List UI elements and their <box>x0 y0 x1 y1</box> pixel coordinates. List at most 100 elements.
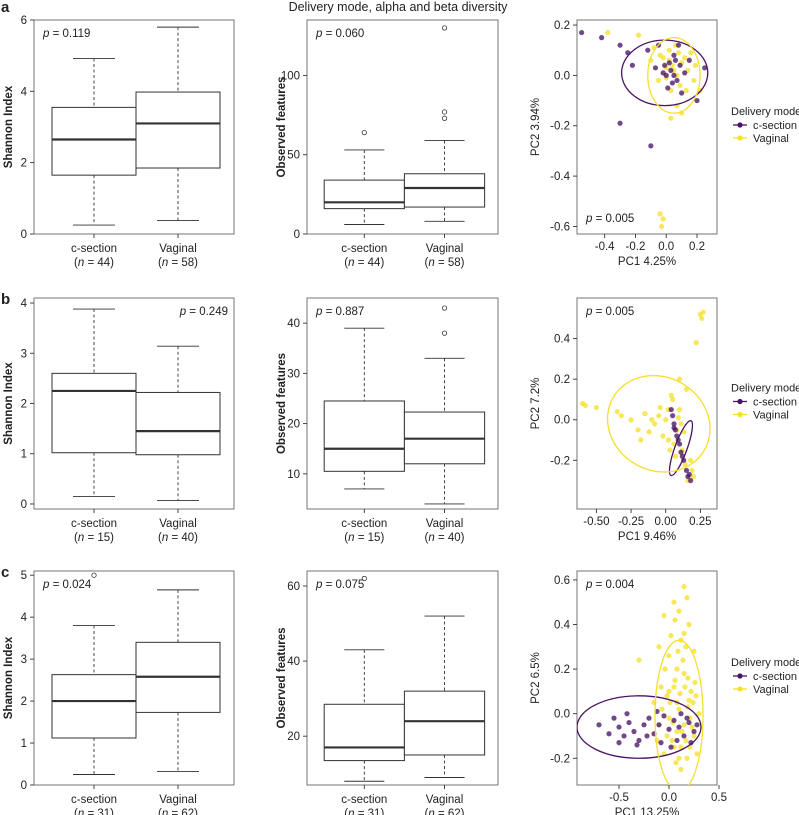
c-pcoa-point-vaginal <box>671 599 677 605</box>
panel-label-c: c <box>1 564 9 581</box>
a-pcoa-frame <box>576 19 718 235</box>
b-shannon-ytick-label: 1 <box>21 449 27 461</box>
c-shannon-box-c-section <box>51 674 137 739</box>
a-pcoa-chart: -0.6 -0.4 -0.2 0.0 0.2 -0.4 -0.2 0.0 0.2 PC1 4.25… <box>530 19 799 268</box>
b-pcoa-point-vaginal <box>690 473 697 480</box>
a-pcoa-ytick-label: -0.6 <box>550 221 570 233</box>
c-shannon-p-value: p = 0.024 <box>42 579 92 591</box>
b-shannon-box-vaginal <box>135 391 221 456</box>
a-shannon-p-value: p = 0.119 <box>42 28 90 40</box>
c-observed-frame <box>306 570 499 786</box>
c-shannon-n-label: (n = 62) <box>158 808 198 815</box>
a-pcoa-point-vaginal <box>666 47 672 53</box>
c-pcoa-point-c-section <box>624 711 630 717</box>
c-pcoa-point-vaginal <box>658 684 664 690</box>
a-pcoa-point-c-section <box>617 42 623 48</box>
c-pcoa-point-c-section <box>678 711 684 717</box>
c-pcoa-point-vaginal <box>662 666 668 672</box>
c-pcoa-point-c-section <box>621 733 627 739</box>
charts: 0 2 4 6 Shannon Index c-section (n = 44) Vagina… <box>3 15 799 815</box>
c-pcoa-ytick-label: 0.2 <box>554 664 570 676</box>
b-pcoa-point-c-section <box>688 477 694 484</box>
b-pcoa-point-vaginal <box>652 421 658 427</box>
a-observed-ytick-label: 100 <box>281 70 300 82</box>
c-pcoa-point-vaginal <box>664 733 670 739</box>
a-pcoa-legend-title: Delivery mode <box>731 106 799 118</box>
b-pcoa-point-vaginal <box>657 404 663 411</box>
c-pcoa-point-c-section <box>686 719 692 726</box>
c-pcoa-frame <box>576 570 718 786</box>
c-pcoa-point-c-section <box>634 742 640 748</box>
panel-label-b: b <box>1 291 10 308</box>
c-pcoa-xtick-label: 0.5 <box>711 792 727 804</box>
b-pcoa-point-vaginal <box>635 427 641 433</box>
a-pcoa-point-c-section <box>629 62 635 68</box>
c-shannon-ylabel: Shannon Index <box>3 636 15 719</box>
a-shannon-chart: 0 2 4 6 Shannon Index c-section (n = 44) Vagina… <box>3 15 235 269</box>
b-pcoa-point-vaginal <box>678 421 684 427</box>
b-observed-xtick-label: c-section <box>341 518 387 530</box>
a-pcoa-ylabel: PC2 3.94% <box>530 98 542 156</box>
c-pcoa-point-vaginal <box>666 688 672 694</box>
b-pcoa-xtick-label: 0.25 <box>689 516 711 528</box>
a-pcoa-point-vaginal <box>660 55 666 61</box>
b-pcoa-xtick-label: 0.00 <box>655 516 677 528</box>
c-shannon-n-label: (n = 31) <box>74 808 114 815</box>
c-pcoa-point-vaginal <box>690 699 696 706</box>
c-pcoa-point-vaginal <box>676 755 682 761</box>
a-pcoa-point-c-section <box>679 90 685 96</box>
b-observed-ylabel: Observed features <box>276 353 288 454</box>
c-shannon-ytick-label: 5 <box>21 570 27 582</box>
a-observed-ytick-label: 0 <box>294 229 300 241</box>
a-shannon-ytick-label: 0 <box>21 229 27 241</box>
a-pcoa-point-vaginal <box>691 77 697 84</box>
b-pcoa-legend-swatch-dot <box>737 398 743 405</box>
b-pcoa-point-vaginal <box>676 376 683 382</box>
a-pcoa-point-c-section <box>648 143 654 149</box>
b-pcoa-point-vaginal <box>593 404 600 411</box>
b-pcoa-point-c-section <box>686 471 692 478</box>
a-pcoa-legend-swatch-dot <box>737 122 743 128</box>
b-pcoa-ylabel: PC2 7.2% <box>530 378 542 430</box>
c-pcoa-point-c-section <box>676 724 682 730</box>
b-pcoa-point-vaginal <box>700 309 706 315</box>
a-pcoa-xtick-label: -0.2 <box>626 241 646 253</box>
c-pcoa-point-c-section <box>616 740 622 746</box>
c-pcoa-point-vaginal <box>664 693 670 699</box>
a-pcoa-point-c-section <box>668 67 674 73</box>
b-pcoa-point-c-section <box>670 413 676 419</box>
c-pcoa-point-vaginal <box>679 728 685 735</box>
c-observed-p-value: p = 0.075 <box>315 579 364 591</box>
a-pcoa-ytick-label: 0.2 <box>554 20 570 32</box>
a-observed-box-vaginal <box>403 173 486 208</box>
b-pcoa-legend-label: c-section <box>753 397 797 409</box>
c-pcoa-point-vaginal <box>693 693 699 699</box>
c-pcoa-point-vaginal <box>686 697 692 703</box>
b-pcoa-plot-area <box>579 309 711 484</box>
c-pcoa-legend-title: Delivery mode <box>731 657 799 669</box>
c-pcoa-point-vaginal <box>678 766 684 772</box>
a-pcoa-ytick-label: 0.0 <box>554 70 570 82</box>
c-pcoa-point-vaginal <box>681 630 687 637</box>
b-observed-box-c-section <box>323 400 405 472</box>
c-observed-ylabel: Observed features <box>276 628 288 729</box>
c-pcoa-point-vaginal <box>683 737 689 744</box>
c-observed-outlier <box>361 575 367 582</box>
c-pcoa-point-vaginal <box>678 744 684 750</box>
c-pcoa-point-vaginal <box>669 737 675 744</box>
a-pcoa-point-c-section <box>671 52 677 58</box>
c-observed-box-vaginal <box>403 690 486 756</box>
c-pcoa-point-vaginal <box>671 684 677 690</box>
b-observed-p-value: p = 0.887 <box>315 306 364 318</box>
a-shannon-xtick-label: Vaginal <box>159 243 197 255</box>
a-pcoa-point-vaginal <box>683 87 689 94</box>
c-pcoa-ytick-label: -0.2 <box>550 753 570 765</box>
a-observed-outlier <box>361 129 367 136</box>
c-pcoa-point-vaginal <box>672 617 678 623</box>
a-observed-xtick-label: c-section <box>341 243 387 255</box>
b-observed-outlier <box>441 330 448 336</box>
c-pcoa-point-vaginal <box>675 648 681 654</box>
c-pcoa-point-vaginal <box>674 728 680 735</box>
c-pcoa-point-vaginal <box>682 684 688 690</box>
